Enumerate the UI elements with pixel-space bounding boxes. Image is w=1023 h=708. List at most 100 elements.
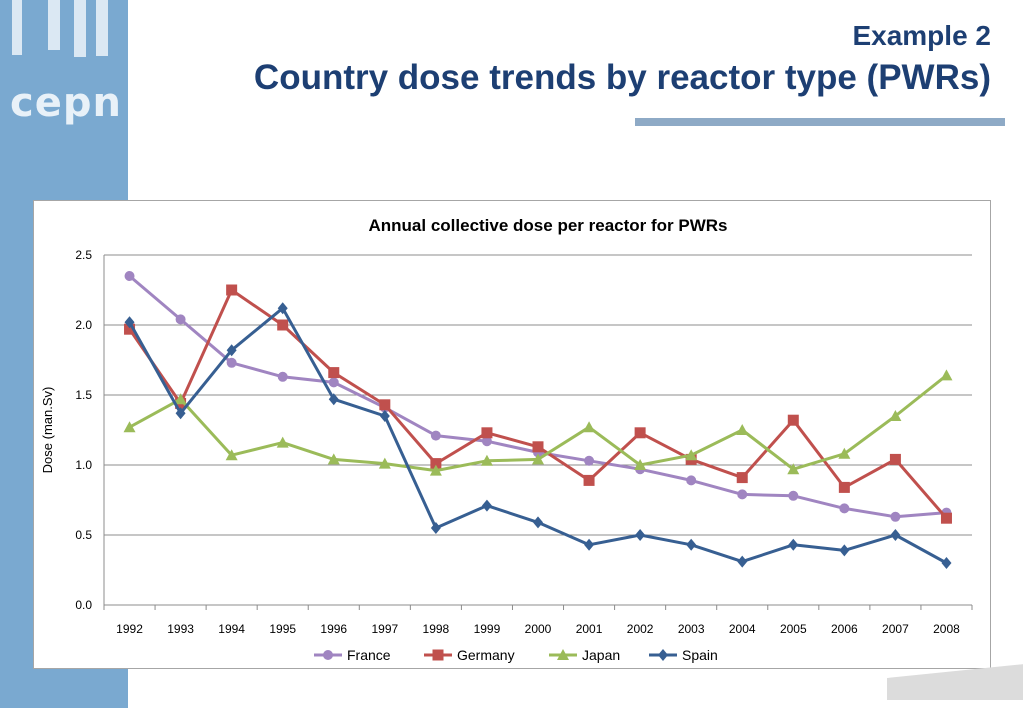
data-point-japan <box>685 449 698 461</box>
data-point-spain <box>737 555 748 568</box>
x-tick-label: 1994 <box>218 622 245 636</box>
y-axis-label: Dose (man.Sv) <box>40 387 55 474</box>
data-point-germany <box>634 427 646 439</box>
data-point-japan <box>225 449 238 461</box>
data-point-japan <box>940 369 953 381</box>
data-point-spain <box>533 516 543 529</box>
y-tick-label: 0.5 <box>75 528 92 542</box>
legend-label-japan: Japan <box>582 647 620 663</box>
data-point-spain <box>481 499 492 512</box>
data-point-spain <box>226 344 237 357</box>
x-tick-label: 1999 <box>474 622 501 636</box>
x-tick-label: 2006 <box>831 622 858 636</box>
legend-marker-france <box>323 650 333 660</box>
data-point-spain <box>124 316 135 329</box>
data-point-france <box>584 455 595 466</box>
data-point-japan <box>634 459 647 470</box>
legend-label-germany: Germany <box>457 647 515 663</box>
data-point-spain <box>584 538 595 551</box>
data-point-japan <box>327 453 340 465</box>
data-point-japan <box>123 421 136 433</box>
data-point-spain <box>890 529 901 541</box>
data-point-germany <box>226 284 238 296</box>
data-point-france <box>788 490 799 501</box>
data-point-japan <box>583 421 596 433</box>
x-tick-label: 1996 <box>320 622 347 636</box>
data-point-germany <box>430 458 442 470</box>
x-tick-label: 1995 <box>269 622 296 636</box>
data-point-france <box>737 489 748 500</box>
corner-decoration <box>887 664 1023 700</box>
data-point-france <box>328 377 339 388</box>
x-tick-label: 1992 <box>116 622 143 636</box>
data-point-germany <box>379 399 391 411</box>
data-point-france <box>839 503 850 514</box>
data-point-france <box>175 314 186 325</box>
data-point-japan <box>429 464 442 476</box>
data-point-germany <box>532 441 544 453</box>
data-point-japan <box>174 393 187 405</box>
data-point-germany <box>889 453 901 465</box>
data-point-japan <box>889 410 902 421</box>
y-tick-label: 1.5 <box>75 388 92 402</box>
y-tick-label: 0.0 <box>75 598 92 612</box>
data-point-france <box>430 430 441 441</box>
series-line-france <box>128 274 947 519</box>
data-point-spain <box>941 557 952 569</box>
data-point-japan <box>480 454 493 466</box>
data-point-germany <box>736 472 748 484</box>
x-tick-label: 1998 <box>423 622 450 636</box>
data-point-germany <box>124 323 136 335</box>
cepn-logo: cepn <box>10 80 122 126</box>
data-point-france <box>890 511 901 522</box>
y-tick-label: 2.0 <box>75 318 92 332</box>
data-point-spain <box>175 407 186 420</box>
chart-container: Annual collective dose per reactor for P… <box>33 200 991 669</box>
series-line-germany <box>128 288 948 520</box>
data-point-germany <box>583 474 595 486</box>
data-point-spain <box>788 538 799 551</box>
legend-marker-spain <box>658 649 668 661</box>
y-tick-label: 1.0 <box>75 458 92 472</box>
x-tick-label: 1997 <box>371 622 398 636</box>
logo-bars-icon <box>12 0 108 57</box>
data-point-spain <box>430 522 441 534</box>
data-point-germany <box>277 319 289 331</box>
x-tick-label: 2001 <box>576 622 603 636</box>
data-point-france <box>226 357 237 368</box>
x-tick-label: 2008 <box>933 622 960 636</box>
title-visible-underline <box>635 118 1005 126</box>
line-chart: Annual collective dose per reactor for P… <box>40 216 973 663</box>
data-point-japan <box>532 453 544 465</box>
data-point-france <box>481 436 492 447</box>
data-point-france <box>124 271 135 281</box>
data-point-germany <box>787 414 799 426</box>
x-tick-label: 1993 <box>167 622 194 636</box>
data-point-germany <box>481 427 493 439</box>
data-point-spain <box>686 538 697 551</box>
legend-marker-germany <box>432 649 444 661</box>
data-point-spain <box>379 410 390 422</box>
data-point-spain <box>328 393 339 406</box>
data-point-spain <box>277 302 288 315</box>
data-point-germany <box>940 512 952 524</box>
data-point-spain <box>839 544 850 557</box>
x-tick-label: 2000 <box>525 622 552 636</box>
chart-title: Annual collective dose per reactor for P… <box>369 216 728 235</box>
data-point-germany <box>838 481 850 493</box>
data-point-france <box>277 371 288 382</box>
data-point-spain <box>635 529 646 541</box>
x-tick-label: 2005 <box>780 622 807 636</box>
legend-label-france: France <box>347 647 391 663</box>
data-point-france <box>686 475 697 486</box>
data-point-japan <box>378 457 391 469</box>
slide-title: Country dose trends by reactor type (PWR… <box>253 58 991 97</box>
data-point-japan <box>736 424 749 435</box>
x-tick-label: 2003 <box>678 622 705 636</box>
data-point-japan <box>787 463 800 475</box>
y-tick-label: 2.5 <box>75 248 92 262</box>
data-point-japan <box>838 447 851 459</box>
legend-label-spain: Spain <box>682 647 718 663</box>
x-tick-label: 2007 <box>882 622 909 636</box>
data-point-japan <box>276 436 289 448</box>
